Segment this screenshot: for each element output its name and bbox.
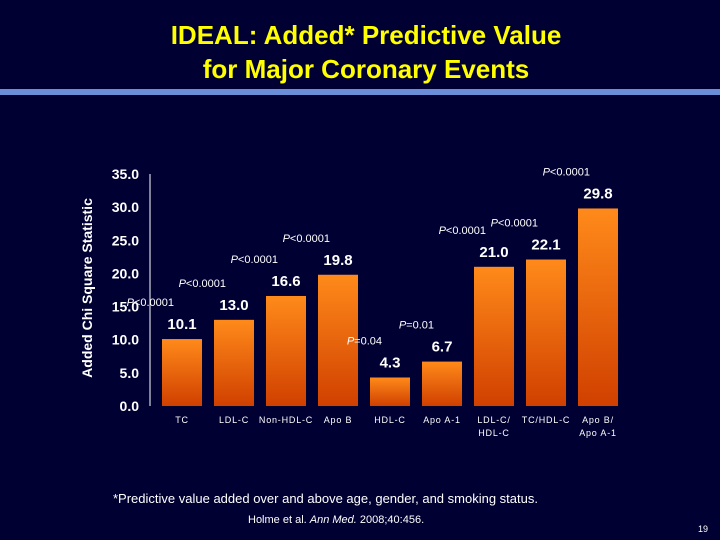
p-value-label: P<0.0001 <box>231 254 278 266</box>
y-tick-label: 35.0 <box>112 166 139 182</box>
slide-title: IDEAL: Added* Predictive Value for Major… <box>0 18 720 86</box>
title-line-2: for Major Coronary Events <box>202 54 530 84</box>
x-axis-ticks: TC LDL-C Non-HDL-C Apo B HDL-C Apo A-1 LDL-C/H… <box>175 415 617 438</box>
bar <box>422 361 462 406</box>
x-tick-label: LDL-C/ <box>477 415 510 425</box>
citation-authors: Holme et al. <box>248 514 310 526</box>
x-tick-label: HDL-C <box>478 428 510 438</box>
bar <box>526 259 566 406</box>
p-value-label: P=0.01 <box>399 320 434 332</box>
p-value-label: P<0.0001 <box>127 297 174 309</box>
bar <box>578 208 618 406</box>
y-tick-label: 20.0 <box>112 265 139 281</box>
x-tick-label: TC/HDL-C <box>522 415 570 425</box>
y-tick-label: 15.0 <box>112 299 139 315</box>
value-label: 10.1 <box>167 316 196 333</box>
bar <box>214 319 254 406</box>
value-label: 21.0 <box>479 244 508 261</box>
p-value-label: P=0.04 <box>347 335 382 347</box>
bar <box>162 339 202 406</box>
bar <box>474 266 514 406</box>
x-tick-label: Apo A-1 <box>579 428 617 438</box>
bars <box>162 208 618 406</box>
x-tick-label: Apo A-1 <box>423 415 461 425</box>
bar <box>266 295 306 406</box>
p-value-label: P<0.0001 <box>491 218 538 230</box>
y-tick-label: 25.0 <box>112 232 139 248</box>
title-line-1: IDEAL: Added* Predictive Value <box>170 20 562 50</box>
x-tick-label: Apo B/ <box>582 415 614 425</box>
y-axis-ticks: 0.0 5.0 10.0 15.0 20.0 25.0 30.0 35.0 <box>112 166 139 414</box>
value-label: 22.1 <box>531 237 560 254</box>
p-value-label: P<0.0001 <box>439 225 486 237</box>
x-tick-label: Non-HDL-C <box>259 415 313 425</box>
footnote: *Predictive value added over and above a… <box>113 491 538 506</box>
bar <box>370 377 410 406</box>
x-tick-label: TC <box>175 415 189 425</box>
bar <box>318 274 358 406</box>
data-labels: 10.1 P<0.0001 13.0 P<0.0001 16.6 P<0.0001 19.8… <box>127 166 613 371</box>
title-divider <box>0 89 720 95</box>
page-number: 19 <box>697 524 708 534</box>
y-tick-label: 30.0 <box>112 199 139 215</box>
citation-journal: Ann Med. <box>309 514 357 526</box>
y-tick-label: 0.0 <box>120 398 140 414</box>
value-label: 29.8 <box>583 185 612 202</box>
value-label: 6.7 <box>432 339 453 356</box>
p-value-label: P<0.0001 <box>543 166 590 178</box>
y-tick-label: 5.0 <box>120 365 140 381</box>
p-value-label: P<0.0001 <box>179 278 226 290</box>
value-label: 4.3 <box>380 354 401 371</box>
value-label: 16.6 <box>271 273 300 290</box>
y-axis-label: Added Chi Square Statistic <box>79 198 95 378</box>
citation-ref: 2008;40:456. <box>356 514 425 526</box>
x-tick-label: Apo B <box>324 415 353 425</box>
citation: Holme et al. Ann Med. 2008;40:456. <box>248 514 424 526</box>
value-label: 19.8 <box>323 252 352 269</box>
y-tick-label: 10.0 <box>112 332 139 348</box>
p-value-label: P<0.0001 <box>283 233 330 245</box>
value-label: 13.0 <box>219 297 248 314</box>
x-tick-label: HDL-C <box>374 415 406 425</box>
x-tick-label: LDL-C <box>219 415 249 425</box>
